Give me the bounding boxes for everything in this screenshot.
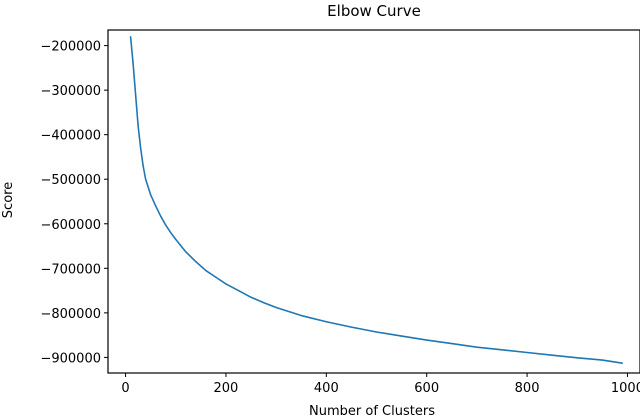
plot-frame [107, 29, 640, 374]
chart-title: Elbow Curve [327, 2, 421, 20]
data-point [155, 205, 157, 207]
x-axis-label: Number of Clusters [309, 404, 435, 417]
data-point [170, 232, 172, 234]
y-tick-label: −500000 [40, 173, 101, 188]
data-point [225, 283, 227, 285]
x-tick-label: 200 [214, 381, 239, 396]
data-point [145, 178, 147, 180]
data-point [451, 343, 453, 345]
data-point [215, 276, 217, 278]
data-point [275, 306, 277, 309]
data-point [325, 321, 327, 323]
y-tick-label: −800000 [40, 307, 101, 322]
data-point [205, 269, 207, 272]
data-point [375, 331, 378, 333]
data-point [551, 354, 553, 356]
data-point [476, 346, 478, 348]
data-point [262, 302, 265, 304]
y-tick-label: −700000 [40, 262, 101, 277]
y-tick-label: −200000 [40, 40, 101, 55]
plot-area [107, 29, 640, 374]
y-axis-label: Score [1, 182, 16, 218]
data-point [195, 261, 197, 263]
data-point [175, 238, 177, 240]
series-layer [129, 36, 624, 364]
data-point [350, 326, 353, 328]
x-tick-label: 600 [414, 381, 439, 396]
y-tick-label: −400000 [40, 129, 101, 144]
data-point [526, 351, 528, 354]
data-point [142, 165, 144, 167]
data-point [150, 194, 152, 196]
data-point [501, 349, 503, 351]
data-point [601, 359, 603, 361]
data-point [137, 125, 139, 127]
score-line-series-0 [129, 36, 623, 364]
y-tick-label: −600000 [40, 218, 101, 233]
data-point [185, 251, 187, 253]
x-tick-label: 1000 [611, 381, 640, 396]
data-point [140, 147, 142, 149]
data-point [135, 93, 137, 96]
data-point [129, 36, 132, 38]
data-point [621, 362, 624, 364]
x-tick-label: 400 [314, 381, 339, 396]
y-tick-label: −300000 [40, 84, 101, 99]
data-point [132, 62, 134, 65]
data-point [300, 314, 302, 317]
x-tick-label: 0 [121, 381, 129, 396]
data-point [165, 224, 167, 226]
data-point [160, 215, 162, 217]
data-point [250, 296, 252, 298]
data-point [426, 339, 428, 341]
data-point [401, 335, 403, 337]
y-tick-label: −900000 [40, 351, 101, 366]
y-axis-ticks: −200000 −300000 −400000 −500000 −600000 −7000… [40, 40, 108, 366]
data-point [237, 289, 240, 292]
x-tick-label: 800 [515, 381, 540, 396]
x-axis-ticks: 0 200 400 600 800 1000 [121, 373, 640, 396]
data-point [576, 357, 578, 359]
